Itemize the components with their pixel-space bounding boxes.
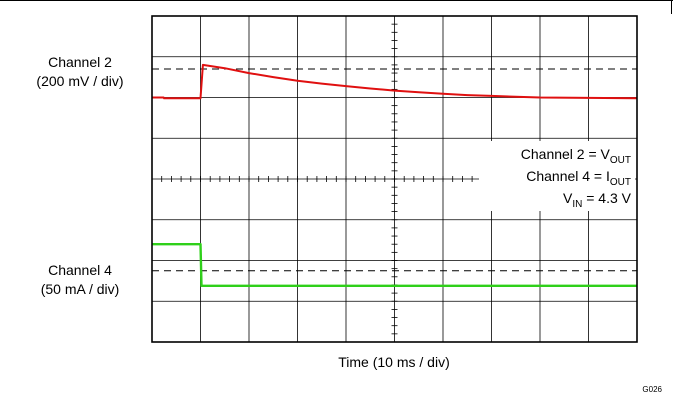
traces bbox=[152, 63, 638, 287]
annotation-vin: VIN = 4.3 V bbox=[563, 190, 632, 210]
channel-4-scale-label: (50 mA / div) bbox=[41, 281, 120, 297]
annotation-vin-prefix: V bbox=[563, 190, 573, 206]
annotation-channel-2: Channel 2 = VOUT bbox=[521, 146, 631, 166]
annotation-channel-4-prefix: Channel 4 = I bbox=[526, 168, 610, 184]
annotation-vin-subscript: IN bbox=[572, 199, 582, 210]
x-axis-label: Time (10 ms / div) bbox=[338, 354, 450, 370]
reference-lines bbox=[152, 68, 637, 272]
plot-border bbox=[151, 15, 638, 343]
annotation-channel-2-prefix: Channel 2 = V bbox=[521, 146, 611, 162]
annotation-channel-2-subscript: OUT bbox=[610, 155, 631, 166]
trace-channel-4 bbox=[152, 243, 637, 287]
channel-2-scale-label: (200 mV / div) bbox=[36, 73, 123, 89]
annotation-background bbox=[479, 141, 635, 211]
trace-channel-2 bbox=[152, 63, 638, 100]
channel-4-label: Channel 4 bbox=[48, 262, 112, 278]
figure-code: G026 bbox=[642, 385, 662, 394]
annotation-vin-value: = 4.3 V bbox=[582, 190, 631, 206]
annotation-channel-4: Channel 4 = IOUT bbox=[526, 168, 631, 188]
annotation-channel-4-subscript: OUT bbox=[610, 177, 631, 188]
channel-2-label: Channel 2 bbox=[48, 54, 112, 70]
